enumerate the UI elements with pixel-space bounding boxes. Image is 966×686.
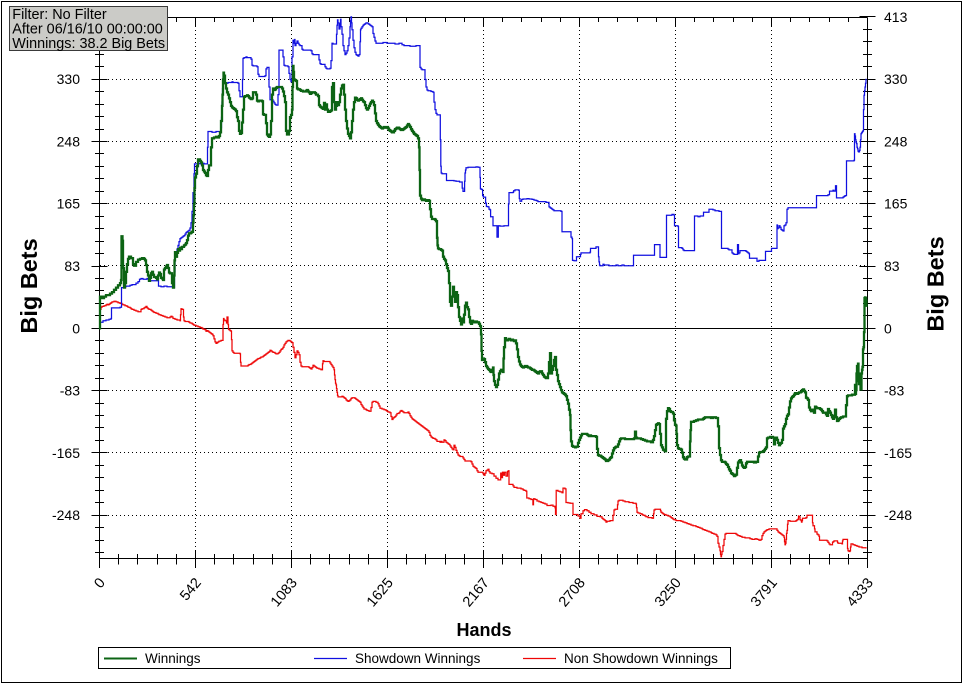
svg-text:Showdown Winnings: Showdown Winnings [355,651,481,666]
svg-text:Hands: Hands [456,620,511,640]
svg-text:-83: -83 [884,383,904,399]
svg-text:-165: -165 [52,445,80,461]
svg-text:-165: -165 [884,445,912,461]
svg-text:Big Bets: Big Bets [16,238,42,333]
svg-text:Big Bets: Big Bets [923,236,949,331]
svg-text:83: 83 [64,258,80,274]
svg-text:-83: -83 [60,383,80,399]
svg-text:330: 330 [884,71,908,87]
svg-text:83: 83 [884,258,900,274]
svg-text:Winnings: 38.2 Big Bets: Winnings: 38.2 Big Bets [12,36,165,52]
svg-text:Winnings: Winnings [145,651,201,666]
svg-text:413: 413 [884,9,908,25]
svg-text:0: 0 [884,320,892,336]
svg-text:After 06/16/10 00:00:00: After 06/16/10 00:00:00 [12,22,162,38]
svg-text:-248: -248 [52,507,80,523]
svg-text:248: 248 [57,134,81,150]
svg-text:-248: -248 [884,507,912,523]
svg-text:165: 165 [884,196,908,212]
svg-text:165: 165 [57,196,81,212]
svg-text:330: 330 [57,71,81,87]
svg-text:Non Showdown Winnings: Non Showdown Winnings [564,651,718,666]
svg-text:248: 248 [884,134,908,150]
svg-text:Filter: No Filter: Filter: No Filter [12,7,107,23]
svg-text:0: 0 [72,320,80,336]
